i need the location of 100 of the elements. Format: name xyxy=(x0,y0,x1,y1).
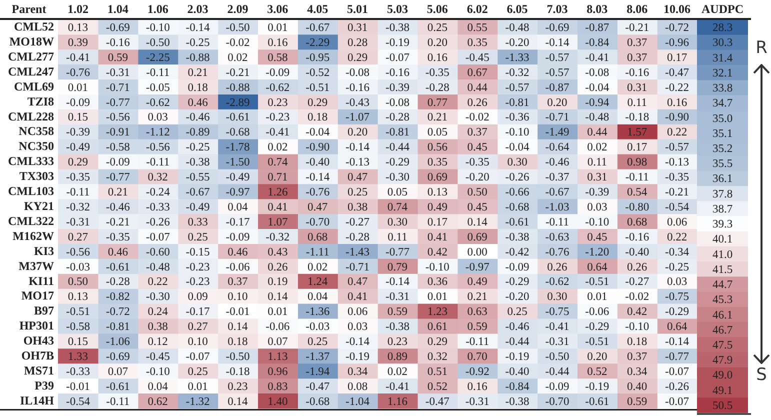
data-label: -0.81 xyxy=(106,321,130,334)
data-label: 0.47 xyxy=(347,172,368,184)
data-label: -0.08 xyxy=(585,66,610,79)
text: S xyxy=(755,365,768,385)
data-label: 0.28 xyxy=(347,36,368,49)
data-label: 0.30 xyxy=(387,216,408,228)
data-label: -0.97 xyxy=(226,186,250,198)
data-label: -1.37 xyxy=(306,350,330,363)
data-label: -0.41 xyxy=(66,52,90,64)
text: R xyxy=(754,38,768,58)
y-tick-label: MS71 xyxy=(24,364,54,378)
data-label: -0.35 xyxy=(665,172,690,184)
data-label: 0.14 xyxy=(467,216,488,228)
data-label: -0.48 xyxy=(585,112,610,124)
data-label: -0.84 xyxy=(505,380,530,393)
data-label: 1.24 xyxy=(308,276,328,288)
y-tick-label: KY21 xyxy=(24,199,54,214)
data-label: -0.16 xyxy=(625,66,650,79)
data-label: -0.27 xyxy=(346,216,370,228)
x-tick-label: 6.05 xyxy=(506,2,528,16)
data-label: -0.26 xyxy=(146,216,170,228)
data-label: -0.16 xyxy=(106,36,130,49)
data-label: -0.11 xyxy=(545,216,570,228)
data-label: 0.68 xyxy=(627,216,648,228)
data-label: -1.78 xyxy=(226,142,250,154)
data-label: -0.19 xyxy=(385,36,410,49)
data-label: 47.9 xyxy=(712,354,733,367)
data-label: -0.45 xyxy=(146,350,170,363)
data-label: 40.1 xyxy=(712,234,733,246)
data-label: 0.06 xyxy=(666,216,688,228)
data-label: -0.18 xyxy=(625,112,650,124)
data-label: 0.02 xyxy=(268,142,288,154)
x-tick-label: AUDPC xyxy=(702,2,744,16)
data-label: 0.54 xyxy=(627,186,648,198)
data-label: 0.41 xyxy=(347,291,368,304)
data-label: 0.96 xyxy=(268,366,288,378)
data-label: -0.09 xyxy=(106,156,130,169)
data-label: -0.26 xyxy=(665,380,690,393)
data-label: 0.22 xyxy=(148,276,168,288)
data-label: -0.61 xyxy=(106,261,130,274)
data-label: -0.04 xyxy=(585,82,610,94)
data-label: -0.35 xyxy=(66,172,90,184)
data-label: 0.19 xyxy=(268,276,288,288)
data-label: -0.11 xyxy=(146,66,170,79)
x-tick-label: 1.02 xyxy=(67,2,88,16)
data-label: 0.69 xyxy=(467,231,488,244)
data-label: 0.43 xyxy=(268,246,288,258)
y-tick-label: CML228 xyxy=(8,109,54,124)
data-label: -0.11 xyxy=(146,156,170,169)
data-label: -0.57 xyxy=(665,142,690,154)
data-label: -0.21 xyxy=(106,216,130,228)
data-label: -0.10 xyxy=(146,22,170,34)
data-label: 0.20 xyxy=(427,36,448,49)
data-label: 0.10 xyxy=(228,291,248,304)
data-label: 0.04 xyxy=(228,201,248,214)
data-label: -0.09 xyxy=(66,96,90,109)
data-label: -0.06 xyxy=(266,321,290,334)
data-label: -0.03 xyxy=(66,261,90,274)
data-label: -0.06 xyxy=(226,261,250,274)
data-label: -0.91 xyxy=(106,126,130,139)
data-label: 0.45 xyxy=(467,201,488,214)
data-label: -0.28 xyxy=(346,231,370,244)
data-label: -0.56 xyxy=(66,246,90,258)
data-label: 1.07 xyxy=(268,216,288,228)
y-tick-label: KI3 xyxy=(34,244,54,258)
data-label: -0.30 xyxy=(146,291,170,304)
data-label: 0.29 xyxy=(427,336,448,348)
data-label: -0.56 xyxy=(146,142,170,154)
data-label: 0.55 xyxy=(467,22,488,34)
data-label: 0.01 xyxy=(427,291,448,304)
data-label: -0.14 xyxy=(545,36,570,49)
data-label: 1.57 xyxy=(627,126,648,139)
data-label: -0.51 xyxy=(585,336,610,348)
data-label: 0.17 xyxy=(427,216,448,228)
data-label: -0.25 xyxy=(186,36,210,49)
data-label: -0.20 xyxy=(505,36,530,49)
data-label: -0.20 xyxy=(465,172,490,184)
data-label: -0.28 xyxy=(106,276,130,288)
data-label: -0.68 xyxy=(306,396,330,408)
data-label: -0.69 xyxy=(106,22,130,34)
data-label: 28.3 xyxy=(712,22,733,34)
data-label: -0.30 xyxy=(385,172,410,184)
data-label: -0.23 xyxy=(186,276,210,288)
y-tick-label: CML103 xyxy=(8,184,54,198)
data-label: -0.21 xyxy=(625,22,650,34)
data-label: -0.25 xyxy=(186,142,210,154)
data-label: -0.50 xyxy=(226,22,250,34)
data-label: 0.59 xyxy=(627,396,648,408)
data-label: -0.11 xyxy=(466,336,490,348)
data-label: -0.07 xyxy=(385,52,410,64)
data-label: 0.59 xyxy=(387,306,408,318)
data-label: 0.05 xyxy=(387,186,408,198)
data-label: 0.64 xyxy=(587,261,608,274)
data-label: -0.41 xyxy=(385,380,410,393)
data-label: 0.32 xyxy=(148,172,168,184)
data-label: 0.46 xyxy=(228,246,248,258)
data-label: 0.37 xyxy=(627,36,648,49)
y-tick-label: IL14H xyxy=(20,393,55,408)
data-label: -0.15 xyxy=(186,246,210,258)
data-label: -0.01 xyxy=(66,380,90,393)
